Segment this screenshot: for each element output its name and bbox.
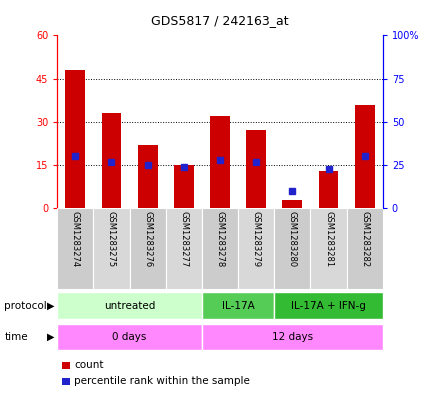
Text: GSM1283279: GSM1283279 [252, 211, 260, 267]
Text: time: time [4, 332, 28, 342]
Text: GDS5817 / 242163_at: GDS5817 / 242163_at [151, 14, 289, 27]
Text: count: count [74, 360, 103, 371]
Bar [66, 70, 85, 208]
Bar [57, 292, 202, 319]
Bar [202, 208, 238, 289]
Bar [202, 292, 274, 319]
Text: untreated: untreated [104, 301, 155, 310]
Text: IL-17A + IFN-g: IL-17A + IFN-g [291, 301, 366, 310]
Text: protocol: protocol [4, 301, 47, 310]
Bar [57, 208, 93, 289]
Bar [347, 208, 383, 289]
Bar [202, 324, 383, 350]
Bar [311, 208, 347, 289]
Bar [355, 105, 375, 208]
Text: 12 days: 12 days [272, 332, 313, 342]
Bar [274, 292, 383, 319]
Text: GSM1283280: GSM1283280 [288, 211, 297, 267]
Text: GSM1283274: GSM1283274 [71, 211, 80, 267]
Bar [246, 130, 266, 208]
Text: IL-17A: IL-17A [222, 301, 254, 310]
Bar [210, 116, 230, 208]
Bar [57, 324, 202, 350]
Text: GSM1283278: GSM1283278 [216, 211, 224, 267]
Bar [319, 171, 338, 208]
Bar [93, 208, 129, 289]
Text: GSM1283277: GSM1283277 [180, 211, 188, 267]
Text: ▶: ▶ [47, 301, 55, 310]
Bar [129, 208, 166, 289]
Text: ▶: ▶ [47, 332, 55, 342]
Bar [174, 165, 194, 208]
Bar [102, 113, 121, 208]
Bar [138, 145, 158, 208]
Bar [274, 208, 311, 289]
Text: GSM1283275: GSM1283275 [107, 211, 116, 267]
Text: percentile rank within the sample: percentile rank within the sample [74, 376, 250, 386]
Text: 0 days: 0 days [112, 332, 147, 342]
Text: GSM1283276: GSM1283276 [143, 211, 152, 267]
Text: GSM1283281: GSM1283281 [324, 211, 333, 267]
Bar [282, 200, 302, 208]
Text: GSM1283282: GSM1283282 [360, 211, 369, 267]
Bar [238, 208, 274, 289]
Bar [166, 208, 202, 289]
